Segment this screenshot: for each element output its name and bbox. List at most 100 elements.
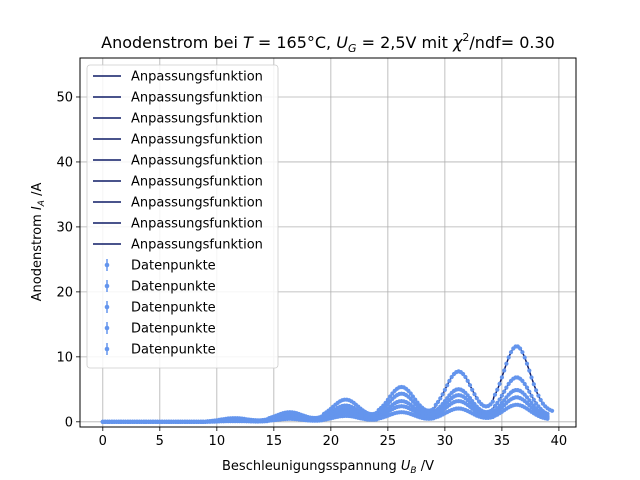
data-point	[447, 378, 452, 383]
x-tick-label: 35	[494, 434, 511, 449]
data-point	[474, 396, 479, 401]
plot-area	[100, 344, 555, 424]
data-point	[490, 407, 495, 412]
data-point	[527, 389, 532, 394]
x-axis-label: Beschleunigungsspannung UB /V	[222, 459, 434, 476]
data-point	[538, 397, 543, 403]
data-point	[536, 393, 541, 398]
data-point	[529, 401, 534, 406]
data-point	[465, 378, 470, 383]
legend-label: Anpassungsfunktion	[131, 175, 263, 190]
chart-title: Anodenstrom bei T = 165°C, UG = 2,5V mit…	[101, 31, 555, 55]
data-point	[527, 368, 532, 373]
legend-marker-swatch	[104, 283, 110, 289]
data-point	[504, 361, 509, 366]
y-tick-label: 10	[56, 350, 73, 365]
y-tick-label: 30	[56, 220, 73, 235]
data-point	[522, 381, 527, 387]
data-point	[499, 375, 504, 380]
data-point	[502, 389, 507, 394]
legend-entry-fit: Anpassungsfunktion	[93, 91, 263, 106]
data-point	[385, 397, 390, 402]
data-point	[520, 378, 525, 383]
data-point	[495, 387, 500, 392]
data-point	[502, 368, 507, 373]
data-point	[497, 403, 502, 408]
data-series	[100, 344, 555, 424]
data-point	[470, 387, 475, 392]
data-point	[499, 400, 504, 406]
data-point	[490, 399, 495, 404]
legend-marker-swatch	[104, 346, 110, 352]
data-point	[408, 391, 413, 396]
legend-label: Datenpunkte	[131, 259, 216, 274]
data-point	[440, 392, 445, 397]
x-tick-label: 10	[209, 434, 226, 449]
legend-marker-swatch	[104, 262, 110, 268]
legend-entry-fit: Anpassungsfunktion	[93, 133, 263, 148]
data-point	[531, 397, 536, 402]
x-tick-label: 20	[323, 434, 340, 449]
legend-label: Datenpunkte	[131, 280, 216, 295]
data-point	[529, 375, 534, 380]
legend-entry-fit: Anpassungsfunktion	[93, 196, 263, 211]
data-point	[433, 402, 438, 407]
data-point	[550, 408, 555, 413]
data-point	[383, 400, 388, 405]
legend-label: Datenpunkte	[131, 343, 216, 358]
data-point	[529, 393, 534, 398]
x-tick-label: 5	[156, 434, 164, 449]
legend-entry-data: Datenpunkte	[104, 280, 216, 295]
data-point	[524, 395, 530, 400]
data-point	[410, 394, 415, 399]
legend-entry-data: Datenpunkte	[104, 343, 216, 358]
data-point	[534, 388, 539, 393]
x-tick-label: 0	[99, 434, 107, 449]
legend-entry-fit: Anpassungsfunktion	[93, 112, 263, 127]
legend-entry-data: Datenpunkte	[104, 322, 216, 337]
data-point	[449, 374, 454, 380]
y-tick-label: 50	[56, 90, 73, 105]
data-point	[545, 411, 550, 416]
data-point	[488, 402, 493, 407]
legend-marker-swatch	[104, 325, 110, 331]
data-point	[472, 392, 477, 397]
y-axis-label: Anodenstrom IA /A	[30, 183, 47, 302]
data-point	[388, 394, 393, 399]
legend-label: Anpassungsfunktion	[131, 217, 263, 232]
legend-box	[86, 64, 279, 369]
data-point	[506, 381, 511, 386]
data-point	[435, 399, 441, 405]
legend-entry-data: Datenpunkte	[104, 259, 216, 274]
data-point	[506, 355, 511, 360]
data-point	[374, 410, 379, 415]
data-point	[445, 383, 450, 388]
legend-entry-data: Datenpunkte	[104, 301, 216, 316]
data-point	[527, 398, 532, 403]
y-tick-label: 40	[56, 155, 73, 170]
x-tick-label: 15	[266, 434, 283, 449]
data-point	[518, 346, 523, 351]
data-point	[508, 350, 514, 355]
data-point	[467, 396, 473, 401]
data-point	[467, 383, 473, 388]
legend: Anpassungsfunktion Anpassungsfunktion Anpa…	[86, 64, 279, 369]
x-tick-label: 25	[380, 434, 397, 449]
legend-entry-fit: Anpassungsfunktion	[93, 175, 263, 190]
data-point	[504, 385, 509, 390]
data-point	[445, 396, 450, 401]
legend-label: Datenpunkte	[131, 322, 216, 337]
data-point	[465, 393, 470, 398]
legend-label: Anpassungsfunktion	[131, 112, 263, 127]
y-axis: 0 10 20 30 40 50	[56, 90, 80, 430]
data-point	[497, 397, 502, 402]
legend-label: Anpassungsfunktion	[131, 70, 263, 85]
data-point	[415, 400, 420, 405]
legend-entry-fit: Anpassungsfunktion	[93, 70, 263, 85]
data-point	[438, 396, 443, 401]
data-point	[440, 401, 445, 407]
data-point	[524, 385, 530, 390]
data-point	[413, 397, 418, 402]
data-point	[495, 400, 500, 405]
legend-label: Datenpunkte	[131, 301, 216, 316]
